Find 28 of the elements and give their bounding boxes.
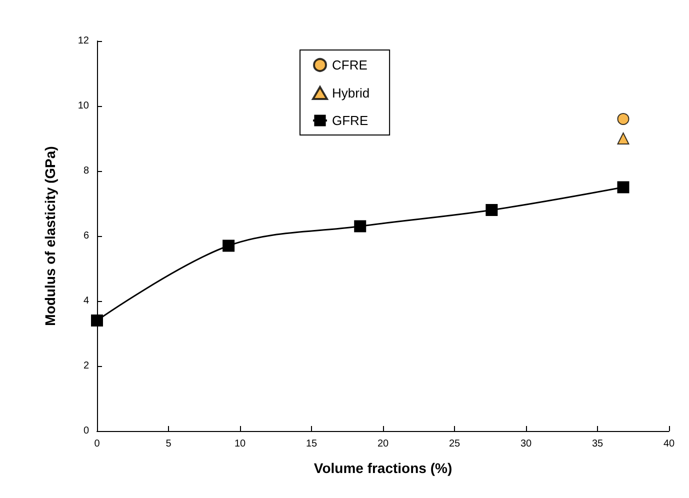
point: [486, 204, 498, 216]
legend-label: GFRE: [332, 113, 368, 128]
x-axis-title: Volume fractions (%): [314, 460, 452, 476]
x-tick-label: 35: [592, 438, 604, 450]
x-tick-label: 40: [663, 438, 675, 450]
x-tick-label: 0: [94, 438, 100, 450]
x-tick-label: 20: [377, 438, 389, 450]
x-tick-label: 10: [234, 438, 246, 450]
y-tick-label: 2: [83, 360, 90, 372]
x-tick-label: 30: [520, 438, 532, 450]
y-tick-label: 6: [83, 230, 90, 242]
legend-label: Hybrid: [332, 86, 370, 100]
point: [617, 181, 630, 194]
point: [222, 240, 235, 252]
point: [91, 314, 103, 326]
y-tick-label: 0: [83, 426, 90, 436]
y-tick-label: 8: [83, 166, 90, 176]
y-tick-label: 10: [78, 100, 90, 112]
point: [354, 220, 366, 232]
x-tick-label: 25: [448, 438, 460, 450]
y-tick-label: 12: [78, 36, 90, 46]
x-tick-label: 5: [166, 438, 172, 450]
y-tick-label: 4: [83, 296, 90, 306]
y-axis-title: Modulus of elasticity (GPa): [42, 146, 58, 326]
point: [617, 132, 630, 144]
x-tick-label: 15: [306, 438, 318, 450]
legend-label: CFRE: [332, 58, 368, 72]
point: [617, 113, 630, 125]
